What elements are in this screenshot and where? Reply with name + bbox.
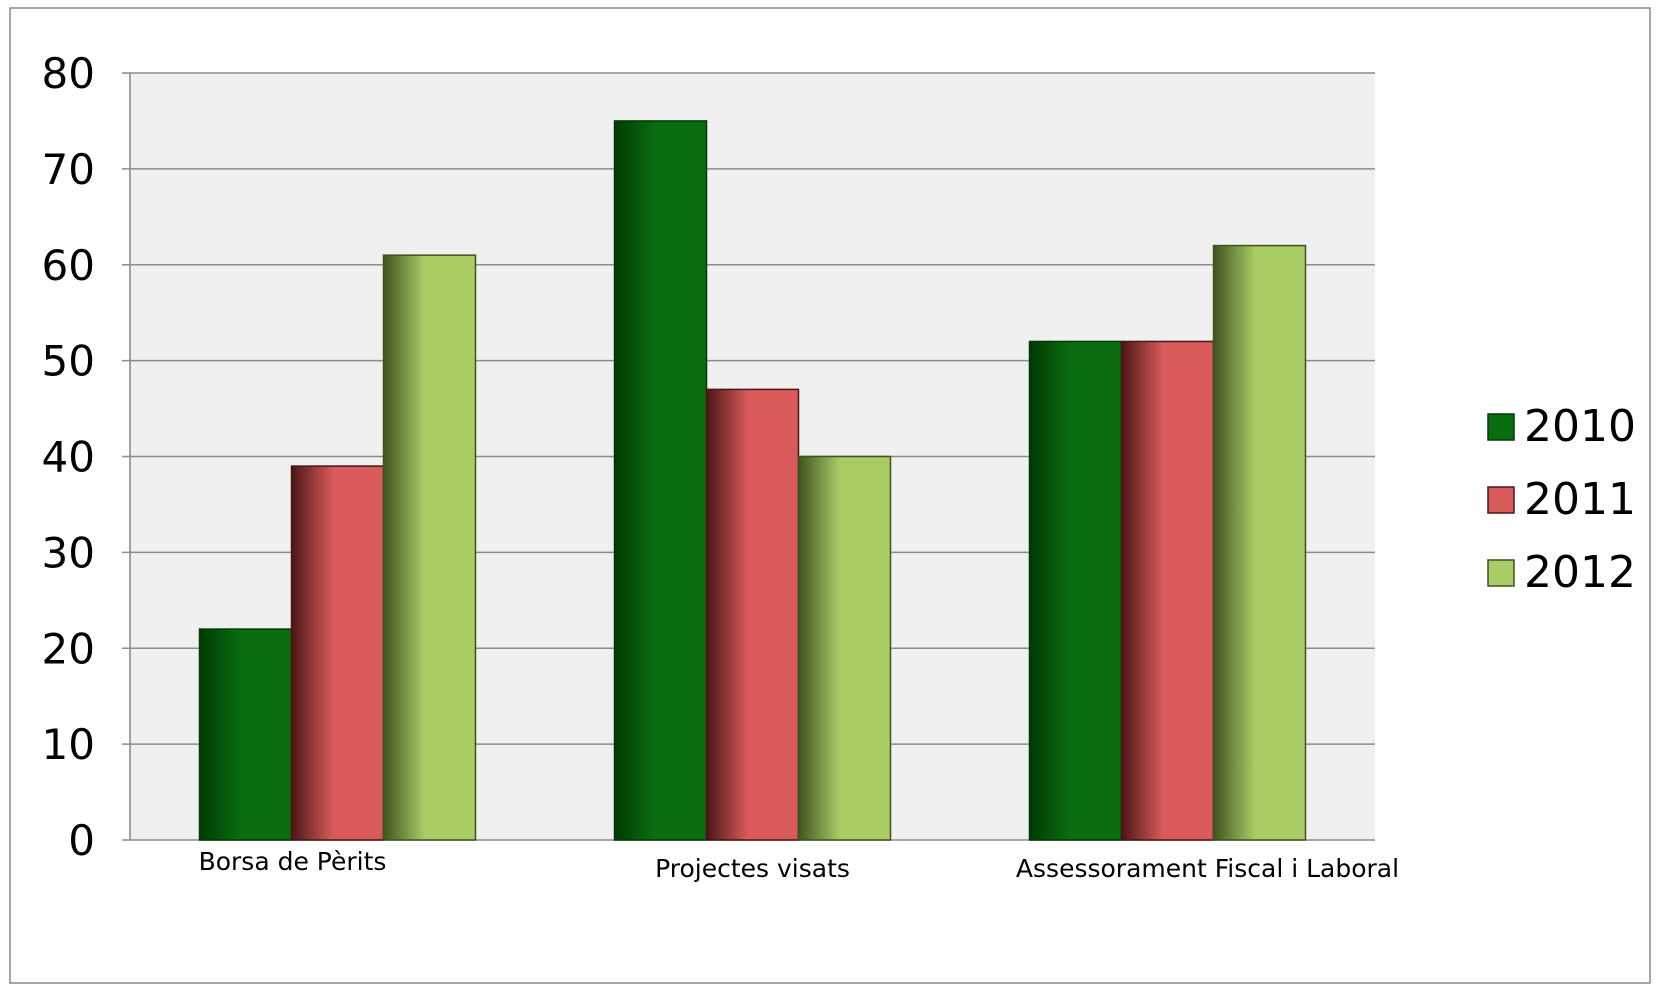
bar-2010-3 — [1028, 340, 1123, 841]
y-tick-label: 10 — [42, 720, 95, 769]
legend-swatch-2012 — [1487, 559, 1515, 587]
y-tick-label: 60 — [42, 241, 95, 290]
x-category-label: Assessorament Fiscal i Laboral — [1016, 854, 1399, 883]
bar-2011-3 — [1120, 340, 1215, 841]
legend-label-2012: 2012 — [1524, 547, 1636, 598]
y-tick-label: 0 — [68, 816, 95, 865]
bar-2010-2 — [613, 120, 708, 841]
y-tick-label: 80 — [42, 49, 95, 98]
legend-label-2011: 2011 — [1524, 474, 1636, 525]
x-category-label: Borsa de Pèrits — [199, 847, 387, 876]
y-axis: 0 10 20 30 40 50 60 70 80 — [42, 49, 131, 865]
legend-label-2010: 2010 — [1524, 401, 1636, 452]
bar-2011-1 — [290, 465, 385, 841]
bar-2011-2 — [705, 388, 800, 841]
legend-swatch-2010 — [1487, 413, 1515, 441]
y-tick-label: 20 — [42, 624, 95, 673]
legend: 2010 2011 2012 — [1487, 401, 1636, 598]
bar-2012-1 — [382, 254, 477, 841]
bar-2012-3 — [1212, 244, 1307, 841]
x-axis: Borsa de Pèrits Projectes visats Assessora… — [199, 847, 1400, 883]
y-tick-label: 50 — [42, 337, 95, 386]
bar-2010-1 — [198, 628, 293, 841]
x-category-label: Projectes visats — [655, 854, 850, 883]
bar-2012-2 — [797, 455, 892, 841]
y-tick-label: 70 — [42, 145, 95, 194]
legend-swatch-2011 — [1487, 486, 1515, 514]
y-tick-label: 40 — [42, 433, 95, 482]
bars — [198, 120, 1307, 841]
y-tick-label: 30 — [42, 528, 95, 577]
